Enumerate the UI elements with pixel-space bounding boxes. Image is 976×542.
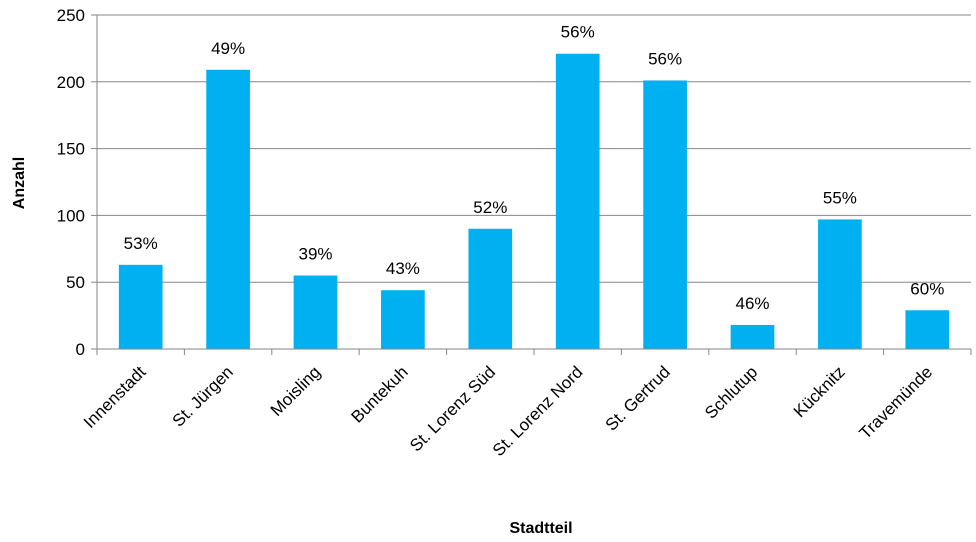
data-label: 53% [124,234,158,253]
data-label: 39% [298,245,332,264]
bars [118,53,950,350]
bar [555,53,600,350]
y-tick-label: 200 [57,73,85,92]
y-tick-label: 50 [66,273,85,292]
data-label: 55% [823,188,857,207]
data-label: 49% [211,39,245,58]
data-label: 56% [561,23,595,42]
y-axis-title: Anzahl [11,157,28,209]
y-tick-label: 0 [76,340,85,359]
data-label: 43% [386,259,420,278]
x-tick-label: Travemünde [856,362,936,442]
bar [818,219,862,349]
bar [905,310,950,349]
bar [293,275,338,349]
x-tick-label: Kücknitz [790,362,849,421]
x-tick-label: Innenstadt [80,362,150,432]
data-labels: 53% 49% 39% 43% 52% 56% 56% 46% 55% 60% [124,23,945,313]
x-axis: Innenstadt St. Jürgen Moisling BuntekuhSt. … [80,348,972,460]
x-tick-label: St. Jürgen [169,362,237,430]
x-tick-label: Moisling [267,362,325,420]
y-tick-label: 250 [57,6,85,25]
y-tick-label: 150 [57,140,85,159]
bar [468,228,513,349]
data-label: 56% [648,49,682,68]
x-tick-label: St. Lorenz Süd [406,362,499,455]
bar [643,80,687,350]
x-tick-label: Schlutup [701,362,761,422]
x-axis-title: Stadtteil [509,520,572,537]
y-tick-label: 100 [57,206,85,225]
bar [206,69,250,349]
x-tick-label: St. Lorenz Nord [489,362,587,460]
data-label: 46% [735,294,769,313]
data-label: 60% [910,279,944,298]
x-tick-label: Buntekuh [347,362,411,426]
data-label: 52% [473,198,507,217]
x-tick-label: St. Gertrud [602,362,674,434]
bar [730,324,775,349]
bar [118,264,163,349]
y-axis-ticks: 0 50 100 150 200 250 [57,6,98,359]
bar [381,290,425,349]
